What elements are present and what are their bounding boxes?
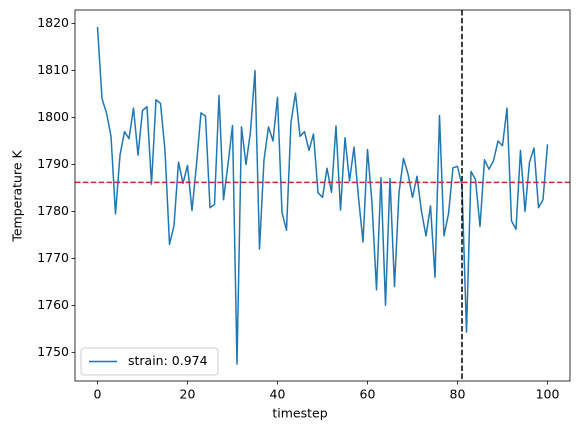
plot-frame bbox=[74, 9, 571, 382]
y-tick-label: 1820 bbox=[37, 15, 69, 30]
y-tick-label: 1750 bbox=[37, 344, 69, 359]
y-tick-label: 1770 bbox=[37, 250, 69, 265]
x-tick-label: 100 bbox=[536, 387, 560, 402]
x-tick-label: 80 bbox=[450, 387, 466, 402]
y-tick-label: 1780 bbox=[37, 203, 69, 218]
x-axis-label: timestep bbox=[272, 406, 327, 421]
y-tick-label: 1790 bbox=[37, 156, 69, 171]
y-tick-label: 1810 bbox=[37, 62, 69, 77]
y-tick-label: 1800 bbox=[37, 109, 69, 124]
y-tick-label: 1760 bbox=[37, 297, 69, 312]
x-tick-label: 40 bbox=[270, 387, 286, 402]
legend bbox=[80, 347, 219, 376]
x-tick-label: 0 bbox=[94, 387, 102, 402]
legend-label: strain: 0.974 bbox=[128, 353, 208, 368]
x-tick-label: 20 bbox=[180, 387, 196, 402]
x-tick-label: 60 bbox=[360, 387, 376, 402]
y-axis-label: Temperature K bbox=[10, 150, 25, 243]
data-line bbox=[96, 26, 549, 365]
